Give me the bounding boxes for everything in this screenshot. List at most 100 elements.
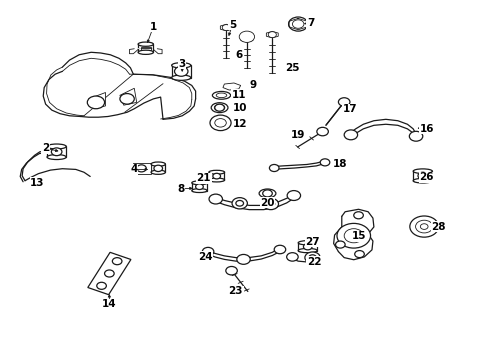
Circle shape	[263, 198, 278, 210]
Circle shape	[344, 130, 357, 140]
Circle shape	[225, 266, 237, 275]
Polygon shape	[151, 164, 165, 172]
Text: 15: 15	[351, 231, 366, 242]
Ellipse shape	[191, 189, 207, 193]
Text: 14: 14	[102, 299, 117, 309]
Text: 13: 13	[30, 178, 44, 188]
Ellipse shape	[211, 103, 227, 113]
Circle shape	[336, 224, 370, 248]
Text: 12: 12	[232, 118, 246, 129]
Circle shape	[286, 253, 298, 261]
Ellipse shape	[216, 93, 226, 98]
Circle shape	[304, 252, 320, 263]
Circle shape	[236, 255, 250, 264]
Polygon shape	[141, 47, 150, 50]
Ellipse shape	[47, 144, 66, 149]
Polygon shape	[133, 163, 151, 174]
Circle shape	[112, 258, 122, 265]
Ellipse shape	[298, 248, 317, 253]
Polygon shape	[191, 183, 207, 190]
Circle shape	[335, 241, 345, 248]
Circle shape	[286, 190, 300, 201]
Circle shape	[51, 148, 62, 156]
Circle shape	[268, 32, 276, 38]
Circle shape	[308, 255, 316, 260]
Polygon shape	[138, 48, 153, 49]
Circle shape	[104, 270, 114, 277]
Polygon shape	[120, 88, 137, 105]
Polygon shape	[412, 171, 431, 181]
Circle shape	[354, 251, 364, 258]
Circle shape	[320, 159, 329, 166]
Ellipse shape	[412, 179, 431, 183]
Circle shape	[174, 66, 187, 76]
Ellipse shape	[212, 91, 230, 99]
Circle shape	[269, 165, 279, 171]
Circle shape	[222, 24, 230, 31]
Circle shape	[243, 36, 250, 42]
Ellipse shape	[208, 178, 224, 182]
Circle shape	[420, 224, 427, 229]
Text: 18: 18	[332, 159, 347, 169]
Ellipse shape	[412, 169, 431, 174]
Polygon shape	[47, 147, 66, 157]
Circle shape	[262, 190, 272, 197]
Ellipse shape	[191, 181, 207, 185]
Circle shape	[292, 20, 304, 28]
Text: 25: 25	[285, 63, 299, 73]
Text: 4: 4	[130, 165, 138, 174]
Circle shape	[212, 173, 220, 179]
Ellipse shape	[138, 50, 153, 54]
Ellipse shape	[151, 170, 165, 174]
Text: 16: 16	[419, 124, 433, 134]
Text: 9: 9	[249, 80, 256, 90]
Text: 1: 1	[149, 22, 157, 32]
Circle shape	[266, 201, 274, 207]
Text: 3: 3	[178, 59, 185, 68]
Circle shape	[274, 245, 285, 254]
Text: 7: 7	[306, 18, 314, 28]
Text: 28: 28	[430, 221, 445, 231]
Circle shape	[87, 96, 104, 109]
Circle shape	[409, 216, 438, 237]
Ellipse shape	[151, 162, 165, 166]
Ellipse shape	[171, 75, 190, 80]
Text: 8: 8	[177, 184, 184, 194]
Text: 17: 17	[342, 104, 357, 114]
Circle shape	[353, 212, 363, 219]
Circle shape	[97, 282, 106, 289]
Circle shape	[303, 243, 311, 250]
Circle shape	[214, 104, 224, 111]
Circle shape	[136, 165, 146, 172]
Circle shape	[239, 31, 254, 42]
Ellipse shape	[47, 154, 66, 159]
Text: 24: 24	[198, 252, 212, 262]
Ellipse shape	[171, 63, 190, 68]
Polygon shape	[88, 252, 131, 294]
Polygon shape	[138, 44, 153, 52]
Circle shape	[417, 172, 427, 179]
Text: 2: 2	[42, 143, 49, 153]
Circle shape	[344, 229, 363, 243]
Circle shape	[195, 184, 203, 189]
Circle shape	[120, 94, 134, 104]
Circle shape	[288, 17, 307, 31]
Circle shape	[232, 198, 247, 209]
Circle shape	[338, 98, 349, 106]
Polygon shape	[298, 243, 317, 251]
Ellipse shape	[214, 104, 224, 111]
Text: 23: 23	[228, 286, 243, 296]
Circle shape	[202, 247, 213, 256]
Circle shape	[214, 118, 226, 127]
Text: 11: 11	[231, 90, 245, 100]
Ellipse shape	[259, 189, 275, 198]
Circle shape	[415, 220, 432, 233]
Ellipse shape	[138, 42, 153, 46]
Text: 19: 19	[290, 130, 305, 140]
Polygon shape	[89, 93, 105, 109]
Polygon shape	[208, 172, 224, 180]
Text: 21: 21	[196, 173, 211, 183]
Polygon shape	[171, 66, 190, 78]
Text: 20: 20	[260, 198, 274, 208]
Polygon shape	[223, 83, 240, 90]
